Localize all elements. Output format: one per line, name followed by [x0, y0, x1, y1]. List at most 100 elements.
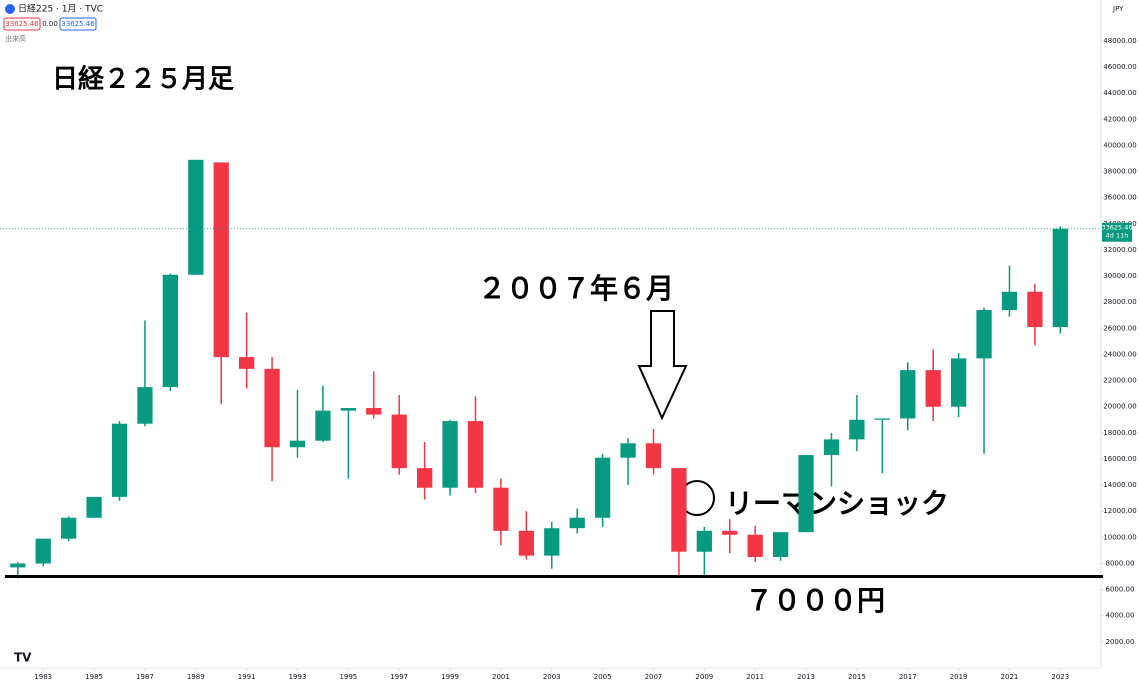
candle-body: [61, 517, 77, 539]
candle-body: [518, 530, 534, 556]
candle-body: [671, 468, 687, 552]
candle-body: [645, 443, 662, 469]
candle-body: [467, 421, 484, 488]
candle-body: [950, 358, 967, 407]
y-tick-label: 32000.00: [1103, 246, 1136, 254]
annotation: リーマンショック: [725, 487, 949, 520]
x-tick-label: 2007: [645, 673, 663, 681]
candle-body: [315, 410, 331, 441]
symbol-title[interactable]: 日経225 · 1月 · TVC: [18, 3, 103, 15]
x-tick-label: 1989: [187, 673, 205, 681]
y-tick-label: 2000.00: [1106, 638, 1135, 646]
x-tick-label: 1993: [289, 673, 307, 681]
candle-body: [493, 487, 509, 531]
candle-body: [35, 538, 51, 564]
chart-title: 日経２２５月足: [52, 64, 234, 95]
x-tick-label: 1995: [339, 673, 357, 681]
candle-body: [188, 159, 204, 275]
y-tick-label: 10000.00: [1103, 533, 1136, 541]
candle-body: [1001, 291, 1018, 311]
x-tick-label: 2015: [848, 673, 866, 681]
candle-body: [747, 534, 763, 557]
candle-body: [1027, 291, 1043, 328]
candle-body: [340, 408, 356, 411]
x-tick-label: 1985: [85, 673, 103, 681]
candle-body: [10, 563, 26, 568]
y-tick-label: 28000.00: [1103, 298, 1136, 306]
y-tick-label: 42000.00: [1103, 115, 1136, 123]
x-tick-label: 1987: [136, 673, 154, 681]
y-tick-label: 24000.00: [1103, 350, 1136, 358]
y-tick-label: 18000.00: [1103, 429, 1136, 437]
y-tick-label: 30000.00: [1103, 272, 1136, 280]
last-price-box: [1102, 222, 1132, 242]
candle-body: [849, 419, 865, 440]
y-tick-label: 14000.00: [1103, 481, 1136, 489]
logo[interactable]: TV: [14, 651, 32, 665]
annotation: ２００７年６月: [478, 272, 674, 305]
y-tick-label: 12000.00: [1103, 507, 1136, 515]
spread: 0.00: [42, 20, 58, 28]
candle-body: [366, 408, 382, 415]
candle-body: [722, 530, 738, 535]
candle-body: [213, 162, 229, 358]
y-tick-label: 40000.00: [1103, 141, 1136, 149]
candle-body: [569, 517, 585, 529]
x-tick-label: 2013: [797, 673, 815, 681]
bid-box[interactable]: [3, 17, 41, 31]
x-tick-label: 2017: [899, 673, 917, 681]
x-tick-label: 2011: [746, 673, 764, 681]
countdown: 4d 11h: [1106, 232, 1129, 240]
candle-body: [1052, 228, 1068, 328]
y-tick-label: 48000.00: [1103, 37, 1136, 45]
x-tick-label: 2023: [1051, 673, 1069, 681]
y-tick-label: 6000.00: [1106, 586, 1135, 594]
y-tick-label: 36000.00: [1103, 194, 1136, 202]
last-price-label: 33625.46: [1101, 224, 1132, 232]
arrow: [637, 310, 688, 421]
candle-body: [620, 443, 636, 458]
candle-body: [391, 414, 407, 469]
candle-body: [289, 440, 306, 448]
symbol-icon[interactable]: [5, 4, 15, 14]
candle-body: [239, 357, 255, 369]
volume-label[interactable]: 出来高: [5, 34, 26, 43]
candle-body: [772, 532, 789, 557]
candle-body: [86, 496, 102, 518]
candle-body: [264, 368, 280, 448]
x-tick-label: 2001: [492, 673, 510, 681]
x-tick-label: 1983: [34, 673, 52, 681]
y-tick-label: 46000.00: [1103, 63, 1136, 71]
candle-body: [976, 310, 992, 359]
x-tick-label: 2021: [1001, 673, 1019, 681]
x-tick-label: 2019: [950, 673, 968, 681]
y-tick-label: 20000.00: [1103, 403, 1136, 411]
x-tick-label: 2005: [594, 673, 612, 681]
y-tick-label: 4000.00: [1106, 612, 1135, 620]
candle-body: [925, 370, 941, 407]
bid[interactable]: 33625.46: [5, 20, 39, 28]
currency[interactable]: JPY: [1112, 5, 1124, 13]
x-tick-label: 2003: [543, 673, 561, 681]
ask[interactable]: 33625.46: [61, 20, 95, 28]
candle-body: [111, 423, 128, 497]
x-tick-label: 1999: [441, 673, 459, 681]
y-tick-label: 44000.00: [1103, 89, 1136, 97]
candle-body: [798, 455, 814, 533]
candle-body: [594, 457, 611, 518]
candle-body: [417, 468, 433, 488]
y-tick-label: 26000.00: [1103, 324, 1136, 332]
candle-body: [900, 370, 916, 419]
annotation: ７０００円: [745, 584, 885, 617]
y-tick-label: 8000.00: [1106, 559, 1135, 567]
candle-body: [823, 439, 840, 456]
ask-box[interactable]: [59, 17, 97, 31]
candle-body: [137, 387, 153, 424]
candle-body: [696, 530, 712, 552]
candle-body: [874, 418, 890, 420]
candle-body: [544, 528, 560, 556]
x-tick-label: 1997: [390, 673, 408, 681]
y-tick-label: 16000.00: [1103, 455, 1136, 463]
